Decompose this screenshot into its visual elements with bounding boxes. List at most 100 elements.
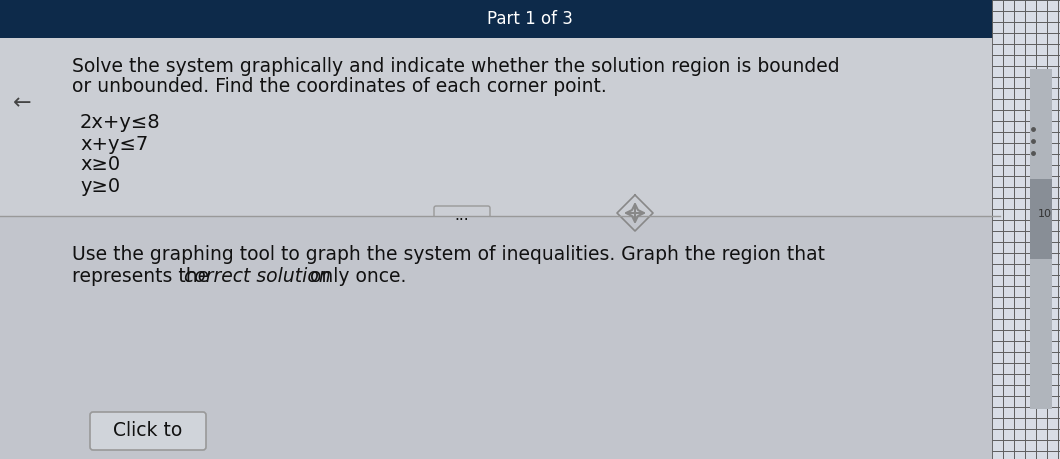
- Bar: [1047, 363, 1058, 374]
- Bar: [1003, 308, 1014, 319]
- Bar: [1003, 33, 1014, 44]
- Bar: [1036, 440, 1047, 451]
- Bar: [1014, 363, 1025, 374]
- Bar: [992, 308, 1003, 319]
- Bar: [1036, 319, 1047, 330]
- Bar: [992, 231, 1003, 242]
- Bar: [1036, 341, 1047, 352]
- Bar: [1003, 297, 1014, 308]
- Bar: [1047, 154, 1058, 165]
- Bar: [1047, 220, 1058, 231]
- Bar: [1036, 88, 1047, 99]
- Bar: [1030, 179, 1052, 259]
- Bar: [1047, 110, 1058, 121]
- Bar: [992, 429, 1003, 440]
- Bar: [992, 253, 1003, 264]
- Bar: [1025, 440, 1036, 451]
- Bar: [1003, 121, 1014, 132]
- Text: only once.: only once.: [304, 267, 407, 285]
- Bar: [1047, 385, 1058, 396]
- Bar: [1025, 275, 1036, 286]
- Bar: [1058, 121, 1060, 132]
- Bar: [1025, 286, 1036, 297]
- Bar: [1003, 110, 1014, 121]
- Bar: [1047, 418, 1058, 429]
- Bar: [1058, 66, 1060, 77]
- Bar: [1025, 341, 1036, 352]
- Bar: [1025, 154, 1036, 165]
- Text: Solve the system graphically and indicate whether the solution region is bounded: Solve the system graphically and indicat…: [72, 56, 840, 75]
- Bar: [1014, 154, 1025, 165]
- Bar: [1025, 253, 1036, 264]
- Bar: [992, 165, 1003, 176]
- Bar: [1036, 407, 1047, 418]
- Bar: [1025, 418, 1036, 429]
- Bar: [1014, 286, 1025, 297]
- Bar: [1025, 319, 1036, 330]
- Bar: [1036, 374, 1047, 385]
- Bar: [1025, 143, 1036, 154]
- Bar: [1025, 352, 1036, 363]
- Bar: [1058, 297, 1060, 308]
- Bar: [1014, 242, 1025, 253]
- Bar: [1014, 198, 1025, 209]
- Bar: [1025, 55, 1036, 66]
- Bar: [1014, 385, 1025, 396]
- Bar: [992, 264, 1003, 275]
- Bar: [1014, 33, 1025, 44]
- Bar: [1003, 11, 1014, 22]
- Bar: [1036, 0, 1047, 11]
- Bar: [1036, 33, 1047, 44]
- Bar: [1003, 132, 1014, 143]
- Bar: [1003, 275, 1014, 286]
- Bar: [1058, 187, 1060, 198]
- Bar: [1003, 352, 1014, 363]
- Bar: [1014, 11, 1025, 22]
- Bar: [1014, 297, 1025, 308]
- Bar: [1003, 451, 1014, 459]
- Bar: [1036, 429, 1047, 440]
- Bar: [1047, 352, 1058, 363]
- Bar: [992, 341, 1003, 352]
- Bar: [1047, 99, 1058, 110]
- Bar: [1047, 253, 1058, 264]
- Bar: [1058, 330, 1060, 341]
- Bar: [992, 11, 1003, 22]
- Bar: [1047, 132, 1058, 143]
- Bar: [1014, 407, 1025, 418]
- Bar: [1058, 363, 1060, 374]
- Bar: [1014, 66, 1025, 77]
- Bar: [1003, 77, 1014, 88]
- Bar: [1025, 176, 1036, 187]
- Bar: [1047, 33, 1058, 44]
- Text: ...: ...: [455, 208, 470, 224]
- Bar: [1036, 253, 1047, 264]
- Bar: [1014, 44, 1025, 55]
- Bar: [1036, 165, 1047, 176]
- Bar: [1003, 88, 1014, 99]
- Text: 2x+y≤8: 2x+y≤8: [80, 113, 161, 133]
- Bar: [1025, 0, 1036, 11]
- Bar: [1058, 385, 1060, 396]
- Bar: [1036, 66, 1047, 77]
- Bar: [1058, 0, 1060, 11]
- Bar: [1014, 143, 1025, 154]
- Bar: [1047, 44, 1058, 55]
- Bar: [1025, 77, 1036, 88]
- Bar: [1047, 440, 1058, 451]
- Bar: [1058, 209, 1060, 220]
- Text: represents the: represents the: [72, 267, 215, 285]
- Bar: [1025, 220, 1036, 231]
- Bar: [992, 198, 1003, 209]
- Bar: [992, 209, 1003, 220]
- Bar: [1036, 220, 1047, 231]
- Bar: [1058, 88, 1060, 99]
- Bar: [1014, 0, 1025, 11]
- Bar: [1014, 99, 1025, 110]
- Bar: [1036, 11, 1047, 22]
- Bar: [992, 176, 1003, 187]
- Bar: [1025, 198, 1036, 209]
- Bar: [1058, 55, 1060, 66]
- Bar: [1025, 209, 1036, 220]
- Bar: [992, 132, 1003, 143]
